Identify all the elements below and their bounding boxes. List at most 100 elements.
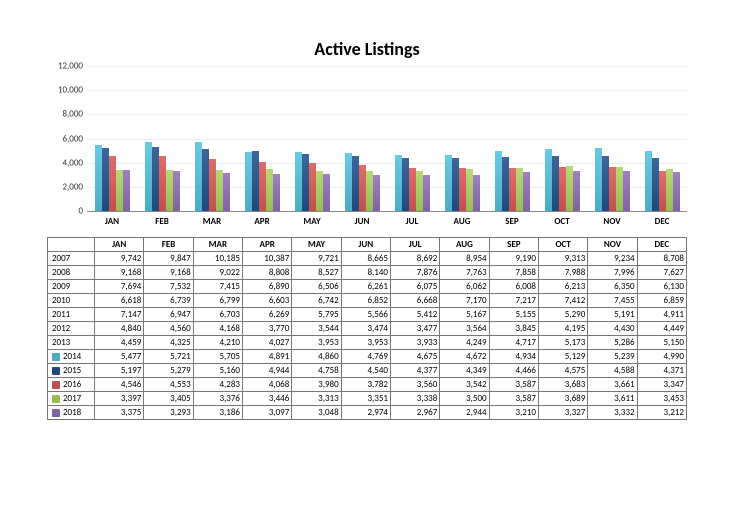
table-cell: 3,477 bbox=[390, 322, 439, 336]
table-cell: 9,721 bbox=[292, 252, 341, 266]
legend-swatch bbox=[52, 409, 60, 417]
table-row-header: 2008 bbox=[48, 266, 95, 280]
table-cell: 3,782 bbox=[341, 378, 390, 392]
x-axis-label: FEB bbox=[137, 216, 187, 227]
table-cell: 4,944 bbox=[242, 364, 291, 378]
table-cell: 3,587 bbox=[489, 392, 538, 406]
table-cell: 7,694 bbox=[95, 280, 144, 294]
table-cell: 6,506 bbox=[292, 280, 341, 294]
bar-2016 bbox=[109, 156, 116, 211]
table-cell: 3,953 bbox=[341, 336, 390, 350]
bar-2016 bbox=[659, 171, 666, 211]
table-cell: 4,990 bbox=[637, 350, 686, 364]
table-cell: 7,170 bbox=[440, 294, 489, 308]
bar-2015 bbox=[252, 151, 259, 211]
table-corner bbox=[48, 238, 95, 252]
table-cell: 3,351 bbox=[341, 392, 390, 406]
table-cell: 3,474 bbox=[341, 322, 390, 336]
month-group: MAY bbox=[287, 66, 337, 211]
table-cell: 5,197 bbox=[95, 364, 144, 378]
bar-2017 bbox=[666, 169, 673, 211]
table-cell: 3,376 bbox=[193, 392, 242, 406]
table-cell: 4,210 bbox=[193, 336, 242, 350]
table-cell: 4,560 bbox=[144, 322, 193, 336]
table-cell: 6,008 bbox=[489, 280, 538, 294]
table-cell: 4,283 bbox=[193, 378, 242, 392]
legend-swatch bbox=[52, 367, 60, 375]
table-cell: 4,588 bbox=[588, 364, 637, 378]
bar-2015 bbox=[102, 148, 109, 211]
table-cell: 7,988 bbox=[538, 266, 587, 280]
bar-2015 bbox=[402, 158, 409, 211]
table-cell: 9,313 bbox=[538, 252, 587, 266]
table-cell: 3,186 bbox=[193, 406, 242, 420]
bar-2018 bbox=[273, 174, 280, 211]
table-cell: 6,890 bbox=[242, 280, 291, 294]
table-cell: 4,553 bbox=[144, 378, 193, 392]
bar-chart: JANFEBMARAPRMAYJUNJULAUGSEPOCTNOVDEC 02,… bbox=[47, 66, 687, 231]
table-cell: 7,763 bbox=[440, 266, 489, 280]
table-cell: 3,564 bbox=[440, 322, 489, 336]
chart-title: Active Listings bbox=[0, 38, 734, 60]
table-cell: 9,168 bbox=[144, 266, 193, 280]
table-cell: 5,239 bbox=[588, 350, 637, 364]
table-cell: 3,587 bbox=[489, 378, 538, 392]
bar-2015 bbox=[552, 156, 559, 211]
bar-2015 bbox=[502, 157, 509, 211]
bar-2016 bbox=[309, 163, 316, 211]
table-cell: 6,852 bbox=[341, 294, 390, 308]
table-cell: 9,190 bbox=[489, 252, 538, 266]
table-cell: 3,313 bbox=[292, 392, 341, 406]
bar-2014 bbox=[395, 155, 402, 211]
table-cell: 5,412 bbox=[390, 308, 439, 322]
x-axis-label: NOV bbox=[587, 216, 637, 227]
bar-2018 bbox=[323, 174, 330, 211]
bar-2017 bbox=[116, 170, 123, 211]
bar-2016 bbox=[559, 167, 566, 212]
y-axis-label: 6,000 bbox=[47, 133, 83, 144]
table-row: 20183,3753,2933,1863,0973,0482,9742,9672… bbox=[48, 406, 687, 420]
table-cell: 4,860 bbox=[292, 350, 341, 364]
bar-2017 bbox=[366, 171, 373, 211]
bar-2016 bbox=[409, 168, 416, 211]
bar-2016 bbox=[459, 168, 466, 211]
table-cell: 3,689 bbox=[538, 392, 587, 406]
table-cell: 5,160 bbox=[193, 364, 242, 378]
x-axis-label: OCT bbox=[537, 216, 587, 227]
table-cell: 5,566 bbox=[341, 308, 390, 322]
table-cell: 8,140 bbox=[341, 266, 390, 280]
month-group: APR bbox=[237, 66, 287, 211]
bar-2014 bbox=[445, 155, 452, 211]
bar-2014 bbox=[95, 145, 102, 211]
y-axis-label: 0 bbox=[47, 206, 83, 217]
table-cell: 5,721 bbox=[144, 350, 193, 364]
bar-2015 bbox=[202, 149, 209, 211]
table-col-header: NOV bbox=[588, 238, 637, 252]
bar-2018 bbox=[173, 171, 180, 211]
table-cell: 5,191 bbox=[588, 308, 637, 322]
bar-2018 bbox=[473, 175, 480, 211]
table-col-header: SEP bbox=[489, 238, 538, 252]
table-row: 20173,3973,4053,3763,4463,3133,3513,3383… bbox=[48, 392, 687, 406]
table-cell: 4,758 bbox=[292, 364, 341, 378]
bar-2016 bbox=[359, 165, 366, 211]
table-cell: 8,808 bbox=[242, 266, 291, 280]
table-row: 20089,1689,1689,0228,8088,5278,1407,8767… bbox=[48, 266, 687, 280]
table-cell: 4,466 bbox=[489, 364, 538, 378]
table-cell: 6,062 bbox=[440, 280, 489, 294]
table-cell: 5,795 bbox=[292, 308, 341, 322]
bar-2018 bbox=[123, 170, 130, 211]
x-axis-label: SEP bbox=[487, 216, 537, 227]
table-cell: 4,672 bbox=[440, 350, 489, 364]
bar-2018 bbox=[373, 175, 380, 211]
table-cell: 4,027 bbox=[242, 336, 291, 350]
table-row: 20106,6186,7396,7996,6036,7426,8526,6687… bbox=[48, 294, 687, 308]
bar-2018 bbox=[423, 175, 430, 211]
table-cell: 7,415 bbox=[193, 280, 242, 294]
data-table-wrap: JANFEBMARAPRMAYJUNJULAUGSEPOCTNOVDEC2007… bbox=[47, 237, 687, 420]
table-cell: 4,249 bbox=[440, 336, 489, 350]
x-axis-label: JUL bbox=[387, 216, 437, 227]
table-cell: 4,840 bbox=[95, 322, 144, 336]
table-row: 20117,1476,9476,7036,2695,7955,5665,4125… bbox=[48, 308, 687, 322]
table-row-header: 2010 bbox=[48, 294, 95, 308]
